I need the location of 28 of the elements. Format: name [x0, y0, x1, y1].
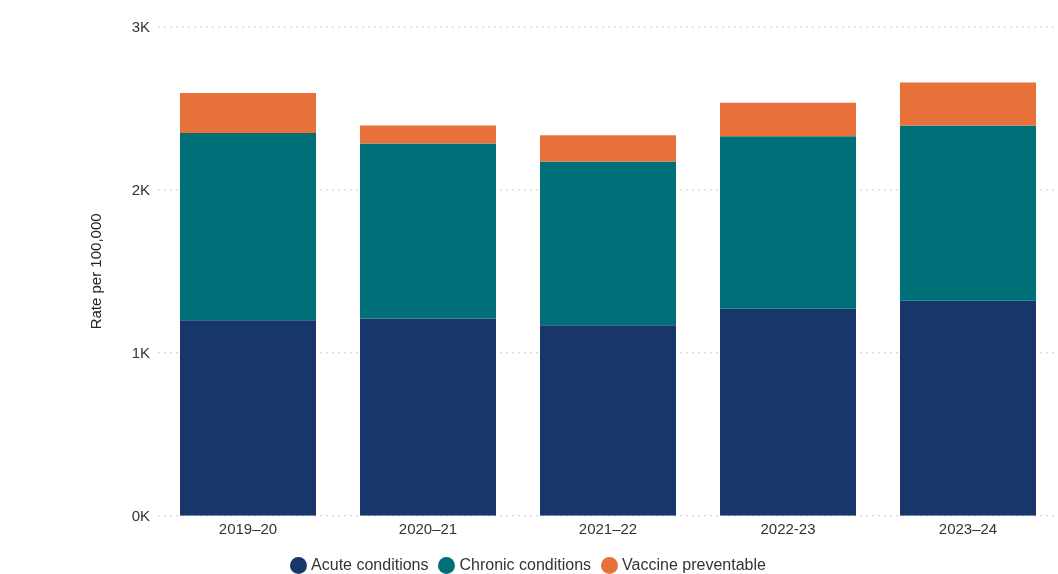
legend-label: Acute conditions [311, 555, 429, 573]
bar [180, 320, 316, 516]
x-tick-label: 2019–20 [218, 520, 278, 538]
y-tick-label: 2K [131, 181, 150, 199]
y-tick-label: 0K [131, 507, 150, 525]
bar [720, 136, 856, 309]
legend-label: Vaccine preventable [622, 555, 766, 573]
bar [540, 325, 676, 516]
x-tick-label: 2020–21 [398, 520, 458, 538]
bar [360, 143, 496, 319]
x-tick-label: 2022-23 [760, 520, 816, 538]
bar [360, 318, 496, 516]
y-axis-title: Rate per 100,000 [87, 213, 105, 330]
bar [900, 125, 1036, 301]
y-tick-label: 3K [131, 18, 150, 36]
bar [900, 300, 1036, 516]
bar [360, 125, 496, 144]
bar [180, 92, 316, 133]
bar [900, 82, 1036, 126]
bar [540, 161, 676, 326]
legend-label: Chronic conditions [459, 555, 592, 573]
y-tick-label: 1K [131, 344, 150, 362]
x-tick-label: 2023–24 [938, 520, 998, 538]
bar [720, 102, 856, 137]
bar [720, 308, 856, 516]
x-tick-label: 2021–22 [578, 520, 638, 538]
bar [180, 132, 316, 321]
bar [540, 135, 676, 162]
